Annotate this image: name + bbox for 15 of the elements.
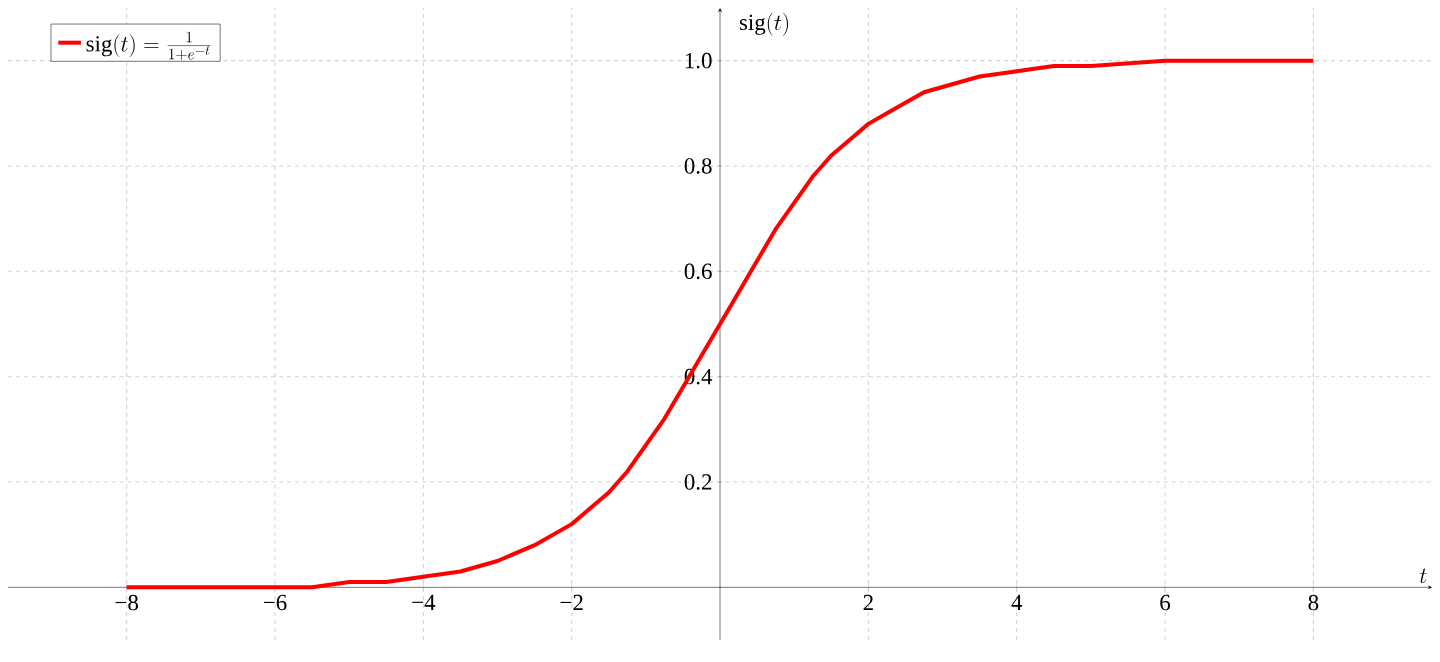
x-axis-title: $t$ xyxy=(1419,568,1427,584)
x-tick-label: −6 xyxy=(263,594,287,611)
y-tick-label: 0.8 xyxy=(684,158,712,174)
legend-label: $\mathrm{sig}(t) = \frac{1}{1+e^{-t}}$ xyxy=(86,31,211,61)
y-tick-label: 0.2 xyxy=(684,474,712,490)
y-tick-label: 1.0 xyxy=(685,52,712,69)
x-tick-label: 8 xyxy=(1308,594,1319,611)
x-tick-label: −2 xyxy=(560,594,583,611)
x-tick-label: −8 xyxy=(115,594,139,611)
y-tick-label: 0.6 xyxy=(684,263,712,280)
x-tick-label: 6 xyxy=(1160,594,1171,611)
x-tick-label: −4 xyxy=(412,594,436,610)
y-axis-title: $\mathrm{sig}(t)$ xyxy=(739,12,789,36)
x-tick-label: 4 xyxy=(1011,594,1023,610)
x-tick-label: 2 xyxy=(863,594,873,611)
